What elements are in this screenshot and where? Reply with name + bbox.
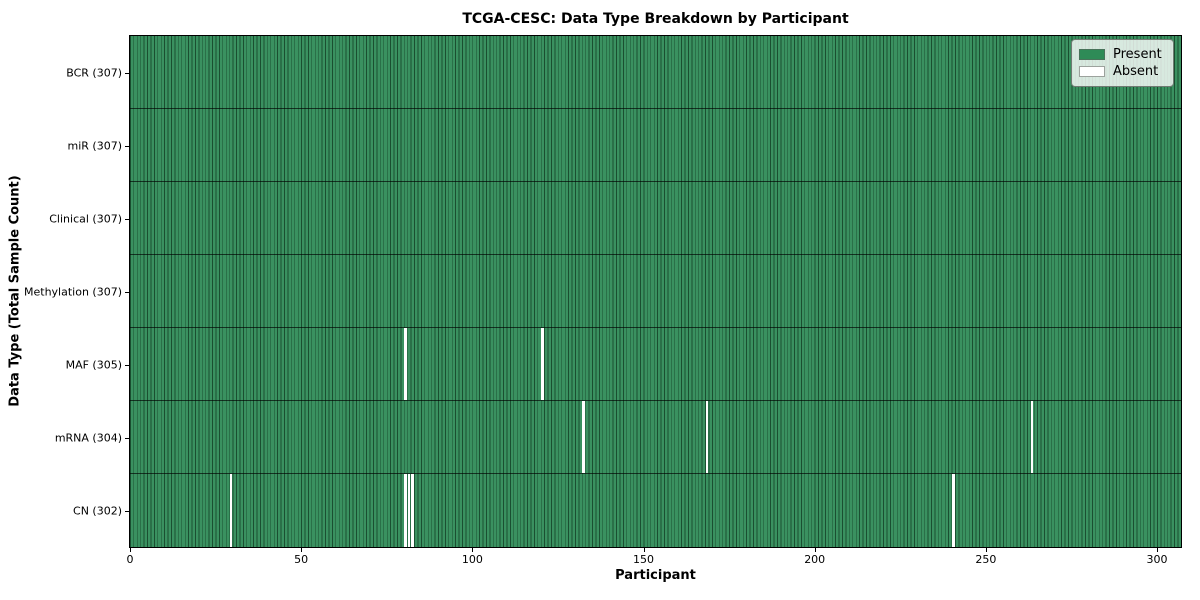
- x-tick-mark: [643, 548, 645, 552]
- y-tick-mark: [125, 72, 129, 74]
- absent-cell: [404, 474, 407, 547]
- heatmap-row-mir: [130, 109, 1181, 182]
- y-tick-mark: [125, 145, 129, 147]
- x-axis-label: Participant: [615, 568, 696, 583]
- legend-entry-present: Present: [1079, 46, 1165, 63]
- chart-title: TCGA-CESC: Data Type Breakdown by Partic…: [462, 11, 849, 27]
- legend-entry-absent: Absent: [1079, 63, 1165, 80]
- y-tick-label-methylation: Methylation (307): [24, 285, 122, 298]
- x-tick-mark: [985, 548, 987, 552]
- y-tick-mark: [125, 364, 129, 366]
- legend-swatch-absent-icon: [1079, 66, 1105, 77]
- x-tick-label: 250: [975, 553, 997, 566]
- legend-label-present: Present: [1113, 47, 1162, 62]
- plot-area: Present Absent: [129, 35, 1182, 548]
- heatmap-row-methylation: [130, 255, 1181, 328]
- y-tick-label-bcr: BCR (307): [66, 66, 122, 79]
- absent-cell: [411, 474, 414, 547]
- x-tick-label: 100: [461, 553, 483, 566]
- y-tick-label-mir: miR (307): [67, 139, 123, 152]
- absent-cell: [582, 401, 585, 473]
- x-tick-mark: [301, 548, 303, 552]
- y-tick-mark: [125, 291, 129, 293]
- x-tick-label: 0: [126, 553, 134, 566]
- absent-cell: [705, 401, 709, 473]
- legend: Present Absent: [1071, 39, 1174, 87]
- absent-cell: [1030, 401, 1034, 473]
- x-tick-mark: [814, 548, 816, 552]
- absent-cell: [407, 474, 411, 547]
- legend-label-absent: Absent: [1113, 64, 1159, 79]
- absent-cell: [541, 328, 544, 400]
- x-tick-label: 150: [633, 553, 655, 566]
- heatmap-row-bcr: [130, 36, 1181, 109]
- y-tick-label-mrna: mRNA (304): [54, 431, 122, 444]
- heatmap-row-cn: [130, 474, 1181, 547]
- absent-cell: [229, 474, 233, 547]
- y-tick-mark: [125, 218, 129, 220]
- x-tick-mark: [130, 548, 131, 552]
- heatmap-row-mrna: [130, 401, 1181, 474]
- x-tick-mark: [472, 548, 474, 552]
- y-tick-mark: [125, 437, 129, 439]
- absent-cell: [952, 474, 955, 547]
- absent-cell: [404, 328, 407, 400]
- heatmap-row-clinical: [130, 182, 1181, 255]
- legend-swatch-present-icon: [1079, 49, 1105, 60]
- heatmap-row-maf: [130, 328, 1181, 401]
- y-tick-label-maf: MAF (305): [65, 358, 122, 371]
- x-tick-mark: [1157, 548, 1159, 552]
- x-tick-label: 50: [294, 553, 309, 566]
- y-tick-mark: [125, 510, 129, 512]
- y-tick-label-clinical: Clinical (307): [49, 212, 122, 225]
- y-tick-label-cn: CN (302): [73, 504, 122, 517]
- x-tick-label: 200: [804, 553, 826, 566]
- x-tick-label: 300: [1146, 553, 1168, 566]
